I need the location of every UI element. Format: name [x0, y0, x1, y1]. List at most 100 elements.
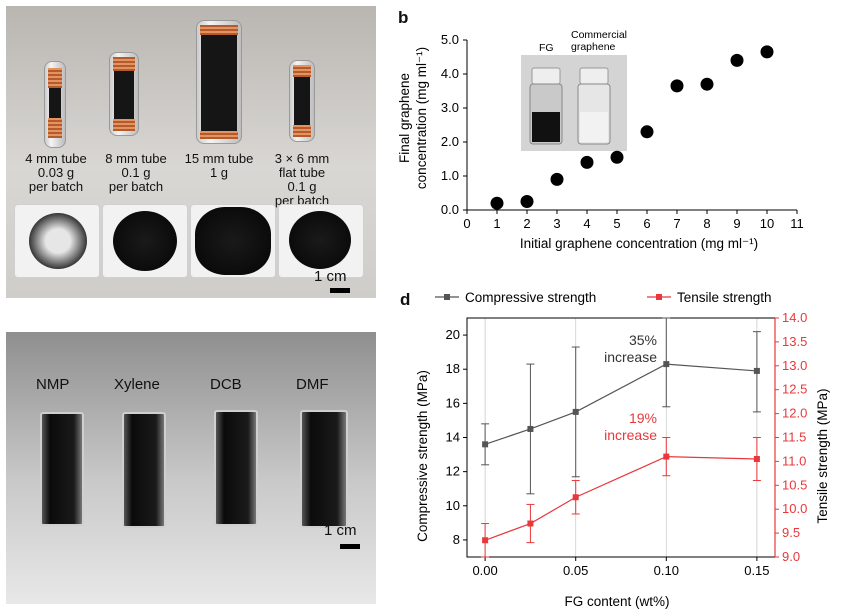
scale-bar-c: [340, 544, 360, 549]
b-xtick-label: 1: [493, 216, 500, 231]
b-data-point: [670, 79, 684, 93]
d-ytick-right-label: 13.0: [782, 358, 807, 373]
d-ytick-left-label: 14: [446, 430, 460, 445]
b-ylabel-line1: Final graphene: [397, 73, 412, 163]
b-data-point: [610, 150, 624, 164]
annotation-35-percent: 35%: [629, 332, 657, 348]
b-data-point: [700, 77, 714, 91]
d-xlabel: FG content (wt%): [564, 594, 669, 609]
scale-label-c: 1 cm: [324, 522, 357, 539]
d-ytick-right-label: 10.0: [782, 501, 807, 516]
d-data-point: [572, 494, 579, 501]
b-ylabel-line2: concentration (mg ml⁻¹): [414, 47, 429, 189]
b-data-point: [550, 172, 564, 186]
d-ytick-left-label: 16: [446, 395, 460, 410]
b-xlabel: Initial graphene concentration (mg ml⁻¹): [520, 236, 758, 251]
tray-sample-3: [190, 204, 276, 278]
b-data-point: [730, 53, 744, 67]
b-data-point: [760, 45, 774, 59]
b-xtick-label: 2: [523, 216, 530, 231]
solvent-label-nmp: NMP: [36, 376, 70, 393]
solvent-label-xylene: Xylene: [114, 376, 160, 393]
d-ytick-right-label: 12.5: [782, 382, 807, 397]
d-data-point: [663, 453, 670, 460]
d-xtick-label: 0.15: [744, 563, 769, 578]
d-ytick-right-label: 9.0: [782, 549, 800, 564]
d-xtick-label: 0.00: [472, 563, 497, 578]
d-data-point: [663, 361, 670, 368]
d-ylabel-right: Tensile strength (MPa): [815, 388, 830, 523]
d-ytick-left-label: 18: [446, 361, 460, 376]
d-ytick-right-label: 13.5: [782, 334, 807, 349]
cuvette-dcb: [214, 410, 258, 526]
b-data-point: [640, 125, 654, 139]
cuvette-dmf: [300, 410, 348, 528]
inset-photo-vials: [521, 55, 627, 151]
tube-label-4mm: 4 mm tube 0.03 g per batch: [25, 151, 87, 194]
d-ytick-right-label: 9.5: [782, 525, 800, 540]
annotation-35-increase: increase: [604, 349, 657, 365]
d-xtick-label: 0.10: [654, 563, 679, 578]
tray-sample-1: [14, 204, 100, 278]
annotation-19-percent: 19%: [629, 410, 657, 426]
tube-15mm: [196, 20, 242, 144]
panel-letter-b: b: [398, 8, 409, 27]
tube-4mm: [44, 61, 66, 148]
inset-label-fg: FG: [539, 42, 554, 54]
b-data-point: [490, 196, 504, 210]
b-xtick-label: 9: [733, 216, 740, 231]
b-xtick-label: 7: [673, 216, 680, 231]
b-data-point: [580, 155, 594, 169]
b-xtick-label: 3: [553, 216, 560, 231]
annotation-19-increase: increase: [604, 427, 657, 443]
tube-label-15mm: 15 mm tube 1 g: [184, 151, 254, 180]
d-data-point: [572, 408, 579, 415]
d-ytick-right-label: 11.0: [782, 453, 806, 468]
d-ytick-right-label: 11.5: [782, 430, 806, 445]
chart-b-scatter: 0 1 2 3 4 5 6 7 8 9 10 11 0.0 1.0 2.0 3.0 4.0 5.0 Final g…: [397, 29, 804, 251]
d-ytick-left-label: 20: [446, 327, 460, 342]
legend: Compressive strength Tensile strength: [435, 290, 772, 305]
solvent-label-dmf: DMF: [296, 376, 329, 393]
b-ytick-label: 4.0: [441, 66, 459, 81]
photo-solvent-cuvettes: NMP Xylene DCB DMF 1 cm: [6, 332, 376, 604]
d-ytick-right-label: 12.0: [782, 406, 807, 421]
tube-8mm: [109, 52, 139, 136]
b-ytick-label: 0.0: [441, 202, 459, 217]
panel-letter-d: d: [400, 290, 411, 309]
d-ylabel-left: Compressive strength (MPa): [415, 370, 430, 542]
d-data-point: [527, 425, 534, 432]
d-data-point: [527, 520, 534, 527]
b-xtick-label: 5: [613, 216, 620, 231]
cuvette-nmp: [40, 412, 84, 526]
b-ytick-label: 2.0: [441, 134, 459, 149]
solvent-label-dcb: DCB: [210, 376, 242, 393]
d-xtick-label: 0.05: [563, 563, 588, 578]
d-data-point: [482, 537, 489, 544]
tray-sample-2: [102, 204, 188, 278]
b-ytick-label: 5.0: [441, 32, 459, 47]
d-ytick-right-label: 14.0: [782, 310, 807, 325]
b-xtick-label: 6: [643, 216, 650, 231]
b-xtick-label: 8: [703, 216, 710, 231]
b-xtick-label: 11: [790, 216, 804, 231]
tube-label-flat: 3 × 6 mm flat tube 0.1 g per batch: [274, 151, 330, 208]
d-ytick-left-label: 8: [453, 532, 460, 547]
tube-flat: [289, 60, 315, 142]
tube-label-8mm: 8 mm tube 0.1 g per batch: [105, 151, 167, 194]
d-ytick-left-label: 10: [446, 498, 460, 513]
chart-d-dual-axis: Compressive strength Tensile strength 0.…: [415, 290, 830, 609]
d-ytick-right-label: 10.5: [782, 477, 807, 492]
d-data-point: [482, 441, 489, 448]
scale-bar-a: [330, 288, 350, 293]
inset-label-graphene: graphene: [571, 41, 616, 53]
b-xtick-label: 10: [760, 216, 774, 231]
d-ytick-left-label: 12: [446, 464, 460, 479]
d-data-point: [753, 367, 760, 374]
b-data-point: [520, 195, 534, 208]
b-xtick-label: 0: [463, 216, 470, 231]
d-data-point: [753, 456, 760, 463]
inset-label-commercial: Commercial: [571, 29, 627, 41]
b-ytick-label: 1.0: [441, 168, 459, 183]
